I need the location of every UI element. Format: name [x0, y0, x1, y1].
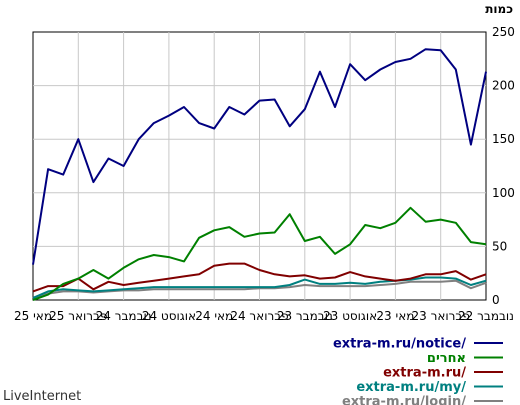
legend-label: extra-m.ru/my/	[356, 380, 466, 395]
y-tick-label: 200	[492, 79, 515, 93]
y-tick-label: 100	[492, 186, 515, 200]
legend: extra-m.ru/notice/אחריםextra-m.ru/extra-…	[333, 337, 503, 405]
legend-label: extra-m.ru/notice/	[333, 337, 466, 352]
legend-label: extra-m.ru/login/	[342, 395, 466, 405]
y-tick-label: 50	[492, 239, 507, 253]
x-tick-label: נובמבר 24	[96, 309, 152, 323]
x-tick-label: פברואר 23	[412, 309, 470, 323]
series-line	[32, 206, 487, 301]
x-tick-label: מאי 23	[376, 309, 414, 323]
x-tick-label: מאי 24	[195, 309, 233, 323]
legend-label: extra-m.ru/	[383, 366, 466, 381]
series-lines	[32, 48, 487, 301]
y-tick-label: 0	[492, 293, 500, 307]
x-tick-label: אוגוסט 23	[323, 309, 377, 323]
y-ticks: 0 50 100 150 200 250	[492, 25, 515, 307]
x-tick-label: פברואר 24	[230, 309, 288, 323]
x-tick-label: אוגוסט 24	[142, 309, 196, 323]
series-line	[32, 48, 487, 265]
x-tick-label: נובמבר 22	[458, 309, 514, 323]
legend-label: אחרים	[427, 351, 466, 366]
x-tick-label: פברואר 25	[49, 309, 107, 323]
footer-brand: LiveInternet	[3, 389, 81, 404]
x-tick-label: מאי 25	[14, 309, 52, 323]
grid	[32, 31, 487, 301]
x-tick-label: נובמבר 23	[277, 309, 333, 323]
series-line	[32, 262, 487, 293]
y-tick-label: 250	[492, 25, 515, 39]
y-tick-label: 150	[492, 132, 515, 146]
y-axis-label: כמות	[485, 2, 513, 16]
